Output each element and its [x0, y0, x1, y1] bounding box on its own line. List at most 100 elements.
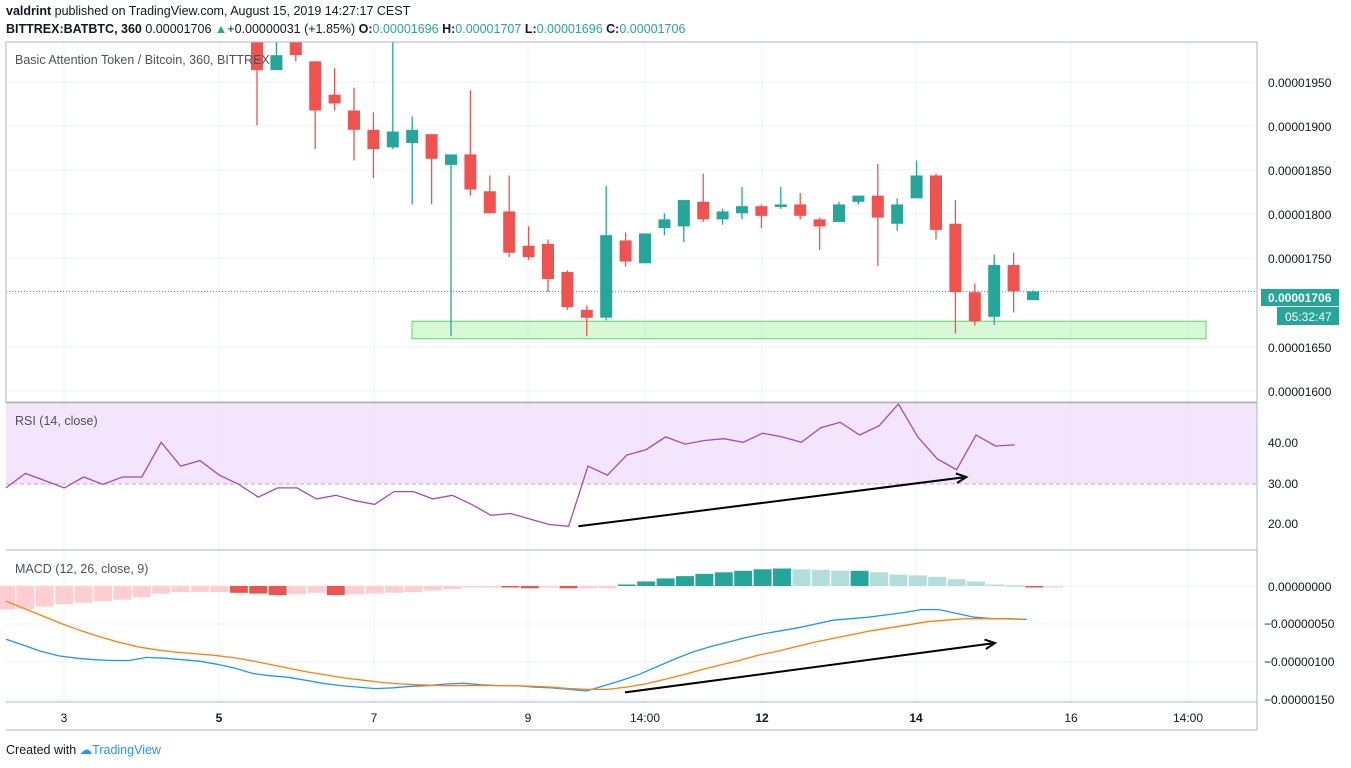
candle-body: [580, 309, 593, 318]
macd-axis: 0.00000000 −0.00000050 −0.00000100 −0.00…: [1264, 580, 1335, 707]
candle-body: [251, 42, 263, 71]
candle-body: [639, 233, 651, 264]
macd-histogram-bar: [326, 586, 345, 596]
tradingview-brand[interactable]: TradingView: [92, 743, 161, 757]
macd-histogram-bar: [55, 586, 74, 605]
candle-body: [813, 219, 826, 227]
main-pane-title: Basic Attention Token / Bitcoin, 360, BI…: [15, 53, 270, 67]
candle-body: [561, 272, 574, 308]
candle-body: [483, 191, 496, 214]
price-tick: 0.00001800: [1268, 208, 1332, 222]
tradingview-logo-icon: ☁: [79, 743, 93, 757]
rsi-tick: 30.00: [1268, 477, 1298, 491]
main-pane-frame: [5, 41, 1258, 403]
macd-tick: −0.00000100: [1264, 655, 1335, 669]
price-tick: 0.00001650: [1268, 341, 1332, 355]
macd-histogram-bar: [249, 586, 268, 594]
macd-histogram-bar: [559, 586, 578, 589]
macd-histogram-bar: [773, 568, 791, 586]
macd-histogram-bar: [423, 586, 442, 591]
rsi-tick: 20.00: [1268, 517, 1298, 531]
candle-body: [406, 129, 419, 143]
candle-body: [968, 292, 981, 322]
candle-body: [833, 204, 845, 222]
macd-histogram-bar: [385, 586, 403, 593]
rsi-plot: [5, 402, 1015, 527]
support-zone-rect: [411, 320, 1207, 340]
price-axis: 0.00001950 0.00001900 0.00001850 0.00001…: [1268, 76, 1332, 399]
candle-body: [1027, 291, 1039, 301]
close-label: C:: [606, 22, 620, 36]
macd-histogram-bar: [210, 586, 229, 593]
macd-histogram-bar: [870, 572, 888, 586]
candle-body: [425, 134, 438, 159]
macd-histogram-bar: [598, 586, 617, 589]
candle-body: [445, 154, 457, 165]
candle-body: [1007, 265, 1020, 292]
footer: Created with ☁TradingView: [6, 742, 161, 757]
candle-body: [949, 223, 962, 293]
symbol-label: BITTREX:BATBTC, 360: [6, 22, 142, 36]
rsi-band: [6, 404, 1257, 484]
ohlc-line: BITTREX:BATBTC, 360 0.00001706 ▲+0.00000…: [6, 22, 685, 36]
last-price-badge: [1261, 289, 1339, 306]
author-name[interactable]: valdrint: [6, 4, 52, 18]
candle-body: [871, 195, 884, 218]
macd-histogram-bar: [171, 586, 190, 593]
macd-histogram-bar: [113, 586, 132, 600]
candle-body: [794, 204, 807, 216]
macd-pane-title: MACD (12, 26, close, 9): [15, 562, 148, 576]
macd-histogram-bar: [74, 586, 93, 603]
macd-histogram-bar: [346, 586, 365, 595]
trend-arrows: [578, 472, 998, 694]
candle-body: [367, 129, 380, 150]
macd-histogram-bar: [908, 575, 927, 586]
candle-body: [852, 195, 865, 202]
open-value: 0.00001696: [372, 22, 439, 36]
macd-histogram-bar: [676, 576, 694, 586]
candle-body: [503, 211, 516, 253]
macd-histogram-bar: [831, 570, 850, 586]
candle-body: [930, 175, 942, 230]
candle-body: [736, 206, 748, 214]
candle-body: [464, 154, 477, 190]
macd-histogram-bar: [928, 576, 947, 586]
countdown-text: 05:32:47: [1285, 310, 1332, 324]
published-text: published on TradingView.com, August 15,…: [54, 4, 411, 18]
candle-body: [542, 243, 554, 280]
macd-histogram-bar: [753, 569, 772, 586]
macd-histogram-bar: [714, 572, 733, 586]
macd-histogram-bar: [811, 570, 830, 586]
macd-histogram-bar: [695, 573, 714, 586]
last-price-badge-text: 0.00001706: [1268, 291, 1332, 305]
low-label: L:: [524, 22, 537, 36]
time-tick: 14:00: [630, 711, 660, 725]
macd-histogram-bar: [132, 586, 151, 598]
macd-histogram-bar: [1044, 586, 1063, 588]
macd-tick: −0.00000150: [1264, 693, 1335, 707]
macd-histogram-bar: [268, 586, 287, 596]
price-tick: 0.00001950: [1268, 76, 1332, 90]
rsi-trend-arrow: [578, 476, 967, 528]
low-value: 0.00001696: [536, 22, 603, 36]
macd-histogram-bar: [288, 586, 306, 595]
support-zone: [411, 320, 1207, 340]
macd-plot: [0, 568, 1063, 692]
candle-body: [348, 110, 360, 130]
last-price: 0.00001706: [145, 22, 212, 36]
macd-histogram-bar: [404, 586, 423, 593]
macd-histogram-bar: [482, 586, 500, 588]
macd-histogram-bar: [365, 586, 384, 594]
macd-histogram-bar: [850, 570, 869, 586]
rsi-axis: 40.00 30.00 20.00: [1268, 436, 1298, 531]
macd-histogram-bar: [35, 586, 54, 607]
time-tick: 14: [909, 711, 923, 725]
rsi-tick: 40.00: [1268, 436, 1298, 450]
macd-histogram-bar: [501, 586, 520, 588]
macd-histogram-bar: [520, 586, 539, 589]
macd-histogram-bar: [443, 586, 462, 590]
price-change: +0.00000031 (+1.85%): [227, 22, 356, 36]
open-label: O:: [358, 22, 373, 36]
rsi-trend-arrow-head: [955, 472, 969, 484]
